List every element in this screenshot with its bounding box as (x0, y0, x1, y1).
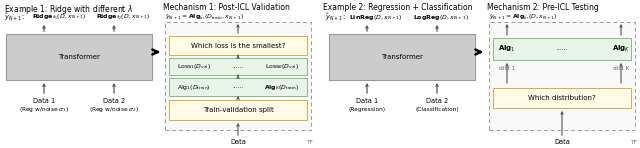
Text: (Classification): (Classification) (415, 107, 459, 111)
Text: $\hat{y}_{N+1}:$: $\hat{y}_{N+1}:$ (4, 11, 25, 23)
Text: $\hat{y}_{N+1}:$: $\hat{y}_{N+1}:$ (325, 11, 346, 23)
Text: $\mathbf{LinReg}(D, x_{N+1})$: $\mathbf{LinReg}(D, x_{N+1})$ (349, 12, 403, 21)
Text: Data 1: Data 1 (356, 98, 378, 104)
Text: $\mathbf{Alg}_K(D_\mathrm{train})$: $\mathbf{Alg}_K(D_\mathrm{train})$ (264, 82, 299, 91)
Text: Example 2: Regression + Classification: Example 2: Regression + Classification (323, 3, 472, 12)
Text: Data: Data (554, 139, 570, 145)
Text: (Reg w/noise $\sigma_2$): (Reg w/noise $\sigma_2$) (89, 104, 139, 114)
Bar (493, 88, 631, 108)
Text: Transformer: Transformer (381, 54, 423, 60)
Text: (Reg w/noise $\sigma_1$): (Reg w/noise $\sigma_1$) (19, 104, 69, 114)
Text: Mechanism 2: Pre-ICL Testing: Mechanism 2: Pre-ICL Testing (487, 3, 599, 12)
Text: $\mathrm{Loss}_1(D_\mathrm{val})$: $\mathrm{Loss}_1(D_\mathrm{val})$ (177, 62, 211, 71)
Text: ......: ...... (232, 64, 244, 69)
Text: $\hat{y}_{N+1} = \mathbf{Alg}_{\hat{k}_{*}}(D_\mathrm{train}, x_{N+1})$: $\hat{y}_{N+1} = \mathbf{Alg}_{\hat{k}_{… (165, 12, 244, 22)
Text: ......: ...... (232, 85, 244, 90)
Bar (493, 38, 631, 60)
Text: Data 2: Data 2 (426, 98, 448, 104)
Text: Data 2: Data 2 (103, 98, 125, 104)
Text: TF: TF (630, 140, 637, 144)
Text: $\mathbf{Ridge}_{\lambda_2}(D,x_{N+1})$: $\mathbf{Ridge}_{\lambda_2}(D,x_{N+1})$ (96, 12, 150, 22)
Bar (169, 78, 307, 96)
Text: Which loss is the smallest?: Which loss is the smallest? (191, 42, 285, 49)
Bar (169, 100, 307, 120)
Text: dist 1: dist 1 (499, 66, 515, 70)
Text: Transformer: Transformer (58, 54, 100, 60)
Bar (489, 22, 635, 130)
Bar (329, 34, 475, 80)
Text: Data: Data (230, 139, 246, 145)
Bar (169, 36, 307, 55)
Text: (Regression): (Regression) (348, 107, 385, 111)
Text: $\hat{y}_{N+1} = \mathbf{Alg}_{\hat{k}_{*}}(D, x_{N+1})$: $\hat{y}_{N+1} = \mathbf{Alg}_{\hat{k}_{… (489, 12, 557, 22)
Text: $\mathrm{Alg}_1(D_\mathrm{train})$: $\mathrm{Alg}_1(D_\mathrm{train})$ (177, 82, 211, 91)
Text: $\mathbf{LogReg}(D, x_{N+1})$: $\mathbf{LogReg}(D, x_{N+1})$ (413, 12, 469, 21)
Text: Which distribution?: Which distribution? (528, 95, 596, 101)
Text: $\mathbf{Alg}_K$: $\mathbf{Alg}_K$ (612, 44, 630, 54)
Bar (165, 22, 311, 130)
Text: $\mathbf{Alg}_1$: $\mathbf{Alg}_1$ (498, 44, 516, 54)
Text: TF: TF (306, 140, 313, 144)
Text: Mechanism 1: Post-ICL Validation: Mechanism 1: Post-ICL Validation (163, 3, 290, 12)
Text: Train-validation split: Train-validation split (203, 107, 273, 113)
Text: Example 1: Ridge with different $\lambda$: Example 1: Ridge with different $\lambda… (4, 3, 133, 16)
Bar (169, 58, 307, 75)
Text: $\mathrm{Loss}_K(D_\mathrm{val})$: $\mathrm{Loss}_K(D_\mathrm{val})$ (265, 62, 299, 71)
Text: ......: ...... (556, 46, 568, 52)
Text: dist K: dist K (612, 66, 629, 70)
Text: $\mathbf{Ridge}_{\lambda_1}(D,x_{N+1})$: $\mathbf{Ridge}_{\lambda_1}(D,x_{N+1})$ (32, 12, 86, 22)
Text: Data 1: Data 1 (33, 98, 55, 104)
Bar (6, 34, 152, 80)
